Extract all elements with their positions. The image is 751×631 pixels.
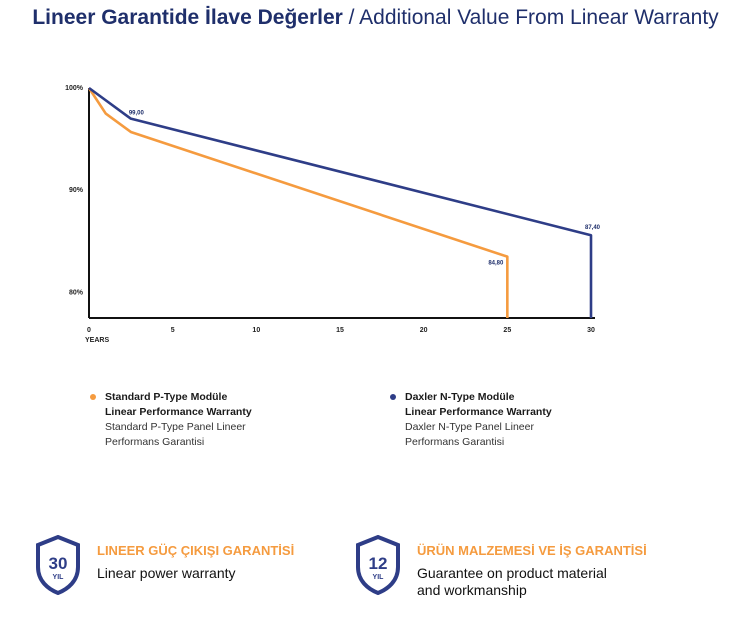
- legend-p-tr2: Performans Garantisi: [105, 436, 205, 448]
- legend-p-tr1: Standard P-Type Panel Lineer: [105, 421, 246, 433]
- title-bold: Lineer Garantide İlave Değerler: [32, 6, 343, 29]
- legend-n-tr2: Performans Garantisi: [405, 436, 505, 448]
- shield-unit: YIL: [53, 574, 65, 581]
- data-label-1: 87,40: [585, 225, 601, 231]
- chart-ticks: 0 5 10 15 20 25 30 YEARS 100% 90% 80%: [65, 85, 595, 344]
- x-tick-label: 30: [587, 327, 595, 334]
- shield-unit: YIL: [373, 574, 385, 581]
- y-tick-label: 100%: [65, 85, 84, 92]
- legend-p-bold2: Linear Performance Warranty: [105, 406, 252, 418]
- shield-icon: 12 YIL: [356, 535, 400, 595]
- page-title: Lineer Garantide İlave Değerler / Additi…: [0, 6, 751, 30]
- series-line-0: [87, 87, 509, 318]
- shield-number: 30: [49, 554, 68, 573]
- x-tick-label: 20: [420, 327, 428, 334]
- data-label-extra-1: 99,00: [129, 111, 145, 117]
- legend-p-bold1: Standard P-Type Modüle: [105, 391, 228, 403]
- legend-orange-dot: [90, 394, 96, 400]
- badge-product-desc2: and workmanship: [417, 582, 527, 598]
- x-tick-label: 10: [252, 327, 260, 334]
- legend-n-bold2: Linear Performance Warranty: [405, 406, 552, 418]
- series-line-1: [88, 86, 593, 318]
- legend-n-type: Daxler N-Type Modüle Linear Performance …: [390, 390, 552, 450]
- x-tick-label: 15: [336, 327, 344, 334]
- chart-axes: [88, 88, 595, 319]
- y-tick-label: 80%: [69, 289, 84, 296]
- badge-product-desc1: Guarantee on product material: [417, 565, 607, 581]
- badge-power-heading: LINEER GÜÇ ÇIKIŞI GARANTİSİ: [97, 543, 295, 558]
- legend-p-type: Standard P-Type Modüle Linear Performanc…: [90, 390, 252, 450]
- shield-number: 12: [369, 554, 388, 573]
- title-subtitle: / Additional Value From Linear Warranty: [342, 6, 719, 29]
- y-tick-label: 90%: [69, 187, 84, 194]
- badge-power-desc: Linear power warranty: [97, 565, 236, 581]
- warranty-line-chart: 0 5 10 15 20 25 30 YEARS 100% 90% 80% 84,80 87,40 99…: [65, 85, 601, 344]
- legend-navy-dot: [390, 394, 396, 400]
- x-tick-label: 0: [87, 327, 91, 334]
- x-tick-label: 25: [503, 327, 511, 334]
- data-label-0: 84,80: [488, 261, 504, 267]
- shield-icon: 30 YIL: [36, 535, 80, 595]
- chart-data-labels: 84,80 87,40 99,00: [129, 111, 601, 267]
- x-axis-label: YEARS: [85, 337, 109, 344]
- legend-n-bold1: Daxler N-Type Modüle: [405, 391, 515, 403]
- legend-n-tr1: Daxler N-Type Panel Lineer: [405, 421, 534, 433]
- x-tick-label: 5: [171, 327, 175, 334]
- chart-series: [87, 86, 593, 318]
- badge-product-heading: ÜRÜN MALZEMESİ VE İŞ GARANTİSİ: [417, 543, 647, 558]
